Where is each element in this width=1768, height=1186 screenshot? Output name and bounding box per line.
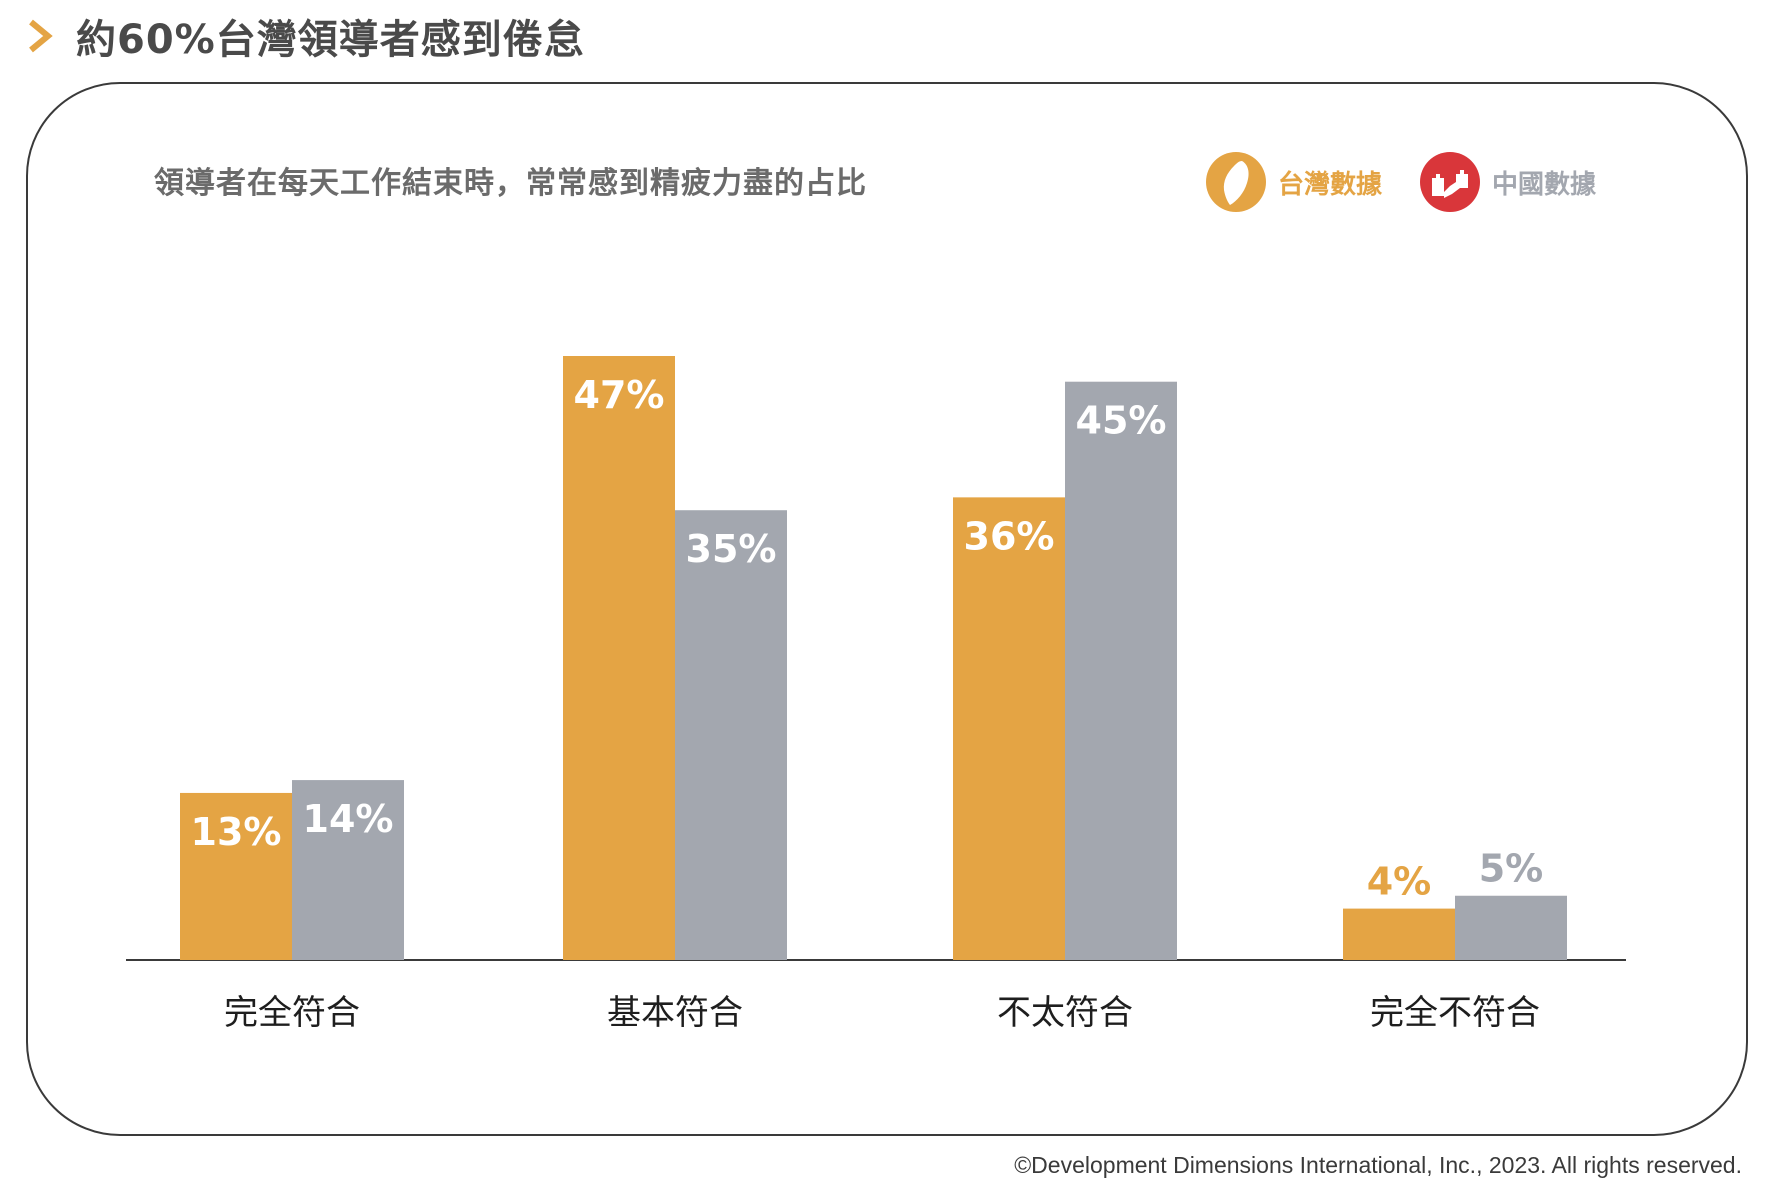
page-header: 約60%台灣領導者感到倦怠 [22, 4, 585, 68]
category-label-0: 完全符合 [224, 993, 360, 1033]
bar-china-2 [1065, 381, 1177, 960]
chart-legend: 台灣數據 中國數據 [1206, 152, 1596, 212]
bar-taiwan-2 [953, 497, 1065, 960]
data-label-taiwan-0: 13% [191, 810, 282, 854]
data-label-taiwan-2: 36% [964, 514, 1055, 558]
legend-label-china: 中國數據 [1492, 169, 1597, 200]
legend-item-china: 中國數據 [1420, 152, 1596, 212]
data-label-china-3: 5% [1479, 847, 1544, 891]
data-label-taiwan-3: 4% [1367, 860, 1432, 904]
data-label-taiwan-1: 47% [574, 373, 665, 417]
bar-taiwan-1 [563, 356, 675, 960]
copyright-text: ©Development Dimensions International, I… [1014, 1152, 1742, 1178]
chart-title: 領導者在每天工作結束時，常常感到精疲力盡的占比 [154, 166, 867, 201]
category-label-2: 不太符合 [997, 993, 1133, 1033]
bar-china-3 [1455, 895, 1567, 960]
taiwan-map-icon [1206, 152, 1266, 212]
page-title: 約60%台灣領導者感到倦怠 [76, 17, 585, 63]
legend-label-taiwan: 台灣數據 [1278, 169, 1383, 200]
category-label-1: 基本符合 [607, 993, 743, 1033]
data-label-china-0: 14% [303, 797, 394, 841]
bar-taiwan-3 [1343, 908, 1455, 960]
bar-taiwan-0 [180, 792, 292, 960]
category-label-3: 完全不符合 [1370, 993, 1540, 1033]
bar-china-1 [675, 510, 787, 960]
data-label-china-1: 35% [686, 527, 777, 571]
great-wall-icon [1420, 152, 1481, 212]
legend-item-taiwan: 台灣數據 [1206, 152, 1382, 212]
bar-china-0 [292, 780, 404, 960]
chevron-right-icon [29, 19, 53, 53]
data-label-china-2: 45% [1076, 399, 1167, 443]
